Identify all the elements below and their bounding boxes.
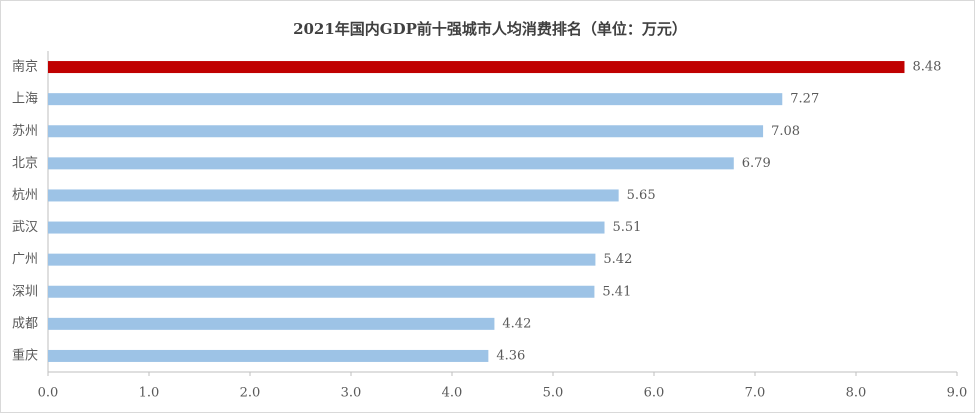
y-tick-label: 杭州 <box>12 188 38 203</box>
y-tick-label: 广州 <box>12 252 38 267</box>
bar <box>48 285 595 298</box>
x-tick-label: 6.0 <box>644 386 665 401</box>
value-label: 7.27 <box>790 92 819 107</box>
y-tick-label: 武汉 <box>12 220 38 235</box>
y-tick-label: 南京 <box>12 59 38 75</box>
bar <box>48 125 764 138</box>
value-label: 4.42 <box>502 316 531 331</box>
y-tick-label: 重庆 <box>12 347 38 363</box>
x-tick-label: 4.0 <box>442 386 463 401</box>
bar <box>48 157 734 170</box>
y-tick-label: 成都 <box>12 316 38 331</box>
value-label: 5.51 <box>613 220 642 235</box>
x-tick-label: 0.0 <box>38 386 59 401</box>
value-label: 5.41 <box>602 284 631 299</box>
y-tick-label: 苏州 <box>12 123 38 139</box>
bar <box>48 253 596 266</box>
value-label: 7.08 <box>771 124 800 139</box>
bar <box>48 349 489 362</box>
chart-title: 2021年国内GDP前十强城市人均消费排名（单位：万元） <box>293 20 687 38</box>
x-tick-label: 3.0 <box>341 386 362 401</box>
y-tick-label: 北京 <box>12 156 38 171</box>
value-label: 4.36 <box>496 348 525 363</box>
x-tick-label: 2.0 <box>240 386 261 401</box>
bar <box>48 221 605 234</box>
x-tick-label: 1.0 <box>139 386 160 401</box>
x-tick-label: 7.0 <box>745 386 766 401</box>
y-tick-label: 深圳 <box>12 284 38 299</box>
value-label: 5.65 <box>627 188 656 203</box>
bar <box>48 317 495 330</box>
bar <box>48 93 783 106</box>
x-tick-label: 8.0 <box>846 386 867 401</box>
value-label: 6.79 <box>742 156 771 171</box>
y-tick-label: 上海 <box>12 92 38 107</box>
bar <box>48 61 905 74</box>
value-label: 5.42 <box>603 252 632 267</box>
x-tick-label: 5.0 <box>543 386 564 401</box>
value-label: 8.48 <box>912 60 941 75</box>
bar <box>48 189 619 202</box>
x-tick-label: 9.0 <box>947 386 968 401</box>
